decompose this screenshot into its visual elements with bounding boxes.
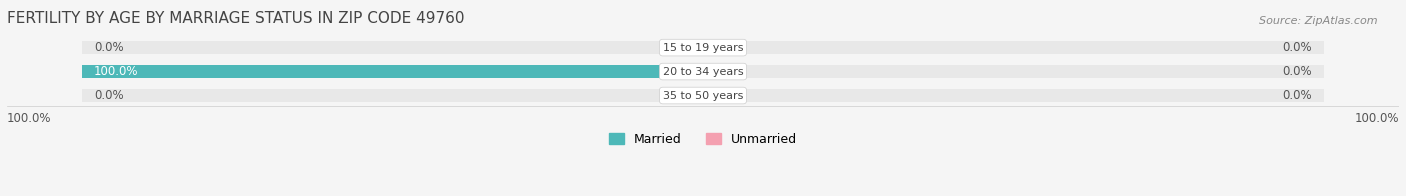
Text: 0.0%: 0.0% [1282, 89, 1312, 102]
Bar [82, 65, 703, 78]
Text: 0.0%: 0.0% [94, 89, 124, 102]
Text: 100.0%: 100.0% [1354, 112, 1399, 125]
Text: 20 to 34 years: 20 to 34 years [662, 67, 744, 77]
Text: 35 to 50 years: 35 to 50 years [662, 91, 744, 101]
Bar [703, 89, 1324, 102]
Bar [82, 41, 703, 54]
Bar [703, 65, 1324, 78]
Bar [82, 65, 703, 78]
Text: 0.0%: 0.0% [94, 41, 124, 54]
Bar [82, 89, 703, 102]
Bar [703, 41, 1324, 54]
Text: 0.0%: 0.0% [1282, 41, 1312, 54]
Text: FERTILITY BY AGE BY MARRIAGE STATUS IN ZIP CODE 49760: FERTILITY BY AGE BY MARRIAGE STATUS IN Z… [7, 11, 464, 26]
Text: Source: ZipAtlas.com: Source: ZipAtlas.com [1260, 16, 1378, 26]
Text: 0.0%: 0.0% [1282, 65, 1312, 78]
Text: 100.0%: 100.0% [94, 65, 138, 78]
Text: 15 to 19 years: 15 to 19 years [662, 43, 744, 53]
Legend: Married, Unmarried: Married, Unmarried [603, 128, 803, 151]
Text: 100.0%: 100.0% [7, 112, 52, 125]
